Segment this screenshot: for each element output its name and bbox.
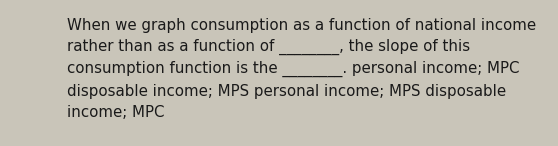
Text: When we graph consumption as a function of national income
rather than as a func: When we graph consumption as a function … [67, 18, 536, 120]
